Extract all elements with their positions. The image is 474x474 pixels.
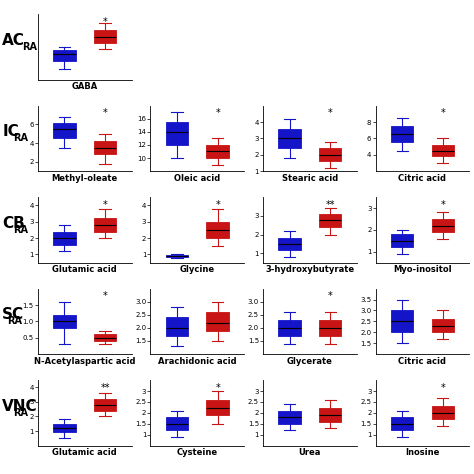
PathPatch shape (166, 255, 188, 257)
Text: AC: AC (2, 33, 25, 48)
Text: **: ** (326, 200, 335, 210)
Text: *: * (103, 292, 108, 301)
Text: *: * (215, 200, 220, 210)
Text: *: * (103, 17, 108, 27)
PathPatch shape (319, 320, 341, 336)
Text: *: * (103, 200, 108, 210)
X-axis label: Inosine: Inosine (405, 448, 440, 457)
PathPatch shape (94, 141, 116, 155)
Y-axis label: RA: RA (13, 408, 28, 418)
X-axis label: Oleic acid: Oleic acid (174, 174, 220, 183)
PathPatch shape (53, 231, 75, 245)
PathPatch shape (207, 145, 229, 158)
X-axis label: Urea: Urea (299, 448, 321, 457)
X-axis label: Glutamic acid: Glutamic acid (52, 265, 117, 274)
Text: *: * (103, 109, 108, 118)
PathPatch shape (432, 219, 454, 232)
Text: *: * (215, 383, 220, 393)
PathPatch shape (53, 122, 75, 138)
X-axis label: Methyl-oleate: Methyl-oleate (52, 174, 118, 183)
Text: **: ** (100, 383, 110, 393)
PathPatch shape (391, 417, 413, 430)
PathPatch shape (166, 122, 188, 145)
X-axis label: Glycerate: Glycerate (287, 357, 333, 366)
PathPatch shape (391, 126, 413, 143)
PathPatch shape (94, 30, 116, 44)
X-axis label: Citric acid: Citric acid (399, 174, 447, 183)
PathPatch shape (391, 234, 413, 247)
PathPatch shape (319, 148, 341, 161)
PathPatch shape (319, 214, 341, 227)
Text: *: * (215, 109, 220, 118)
Text: *: * (440, 383, 445, 393)
PathPatch shape (432, 145, 454, 156)
PathPatch shape (319, 409, 341, 421)
Text: SC: SC (2, 307, 25, 322)
X-axis label: Stearic acid: Stearic acid (282, 174, 338, 183)
PathPatch shape (166, 417, 188, 430)
PathPatch shape (53, 315, 75, 328)
PathPatch shape (207, 312, 229, 330)
Y-axis label: RA: RA (22, 42, 37, 52)
PathPatch shape (391, 310, 413, 332)
Text: *: * (328, 109, 333, 118)
PathPatch shape (278, 410, 301, 424)
X-axis label: GABA: GABA (72, 82, 98, 91)
PathPatch shape (432, 319, 454, 332)
X-axis label: Arachidonic acid: Arachidonic acid (158, 357, 237, 366)
X-axis label: Myo-inositol: Myo-inositol (393, 265, 452, 274)
PathPatch shape (278, 320, 301, 336)
X-axis label: 3-hydroxybutyrate: 3-hydroxybutyrate (265, 265, 355, 274)
PathPatch shape (207, 222, 229, 238)
Text: VNC: VNC (2, 399, 38, 414)
PathPatch shape (432, 406, 454, 419)
PathPatch shape (94, 399, 116, 410)
Y-axis label: RA: RA (7, 316, 22, 327)
X-axis label: Cysteine: Cysteine (177, 448, 218, 457)
X-axis label: Glycine: Glycine (180, 265, 215, 274)
PathPatch shape (278, 128, 301, 148)
Text: *: * (328, 292, 333, 301)
PathPatch shape (94, 219, 116, 231)
PathPatch shape (53, 424, 75, 432)
Text: IC: IC (2, 124, 19, 139)
X-axis label: Glutamic acid: Glutamic acid (52, 448, 117, 457)
Text: *: * (440, 109, 445, 118)
Y-axis label: RA: RA (13, 225, 28, 235)
PathPatch shape (278, 238, 301, 249)
PathPatch shape (166, 318, 188, 336)
X-axis label: Citric acid: Citric acid (399, 357, 447, 366)
PathPatch shape (207, 400, 229, 415)
Text: CB: CB (2, 216, 25, 231)
PathPatch shape (94, 335, 116, 341)
Text: *: * (440, 200, 445, 210)
X-axis label: N-Acetylaspartic acid: N-Acetylaspartic acid (34, 357, 136, 366)
PathPatch shape (53, 50, 75, 61)
Y-axis label: RA: RA (13, 133, 28, 144)
